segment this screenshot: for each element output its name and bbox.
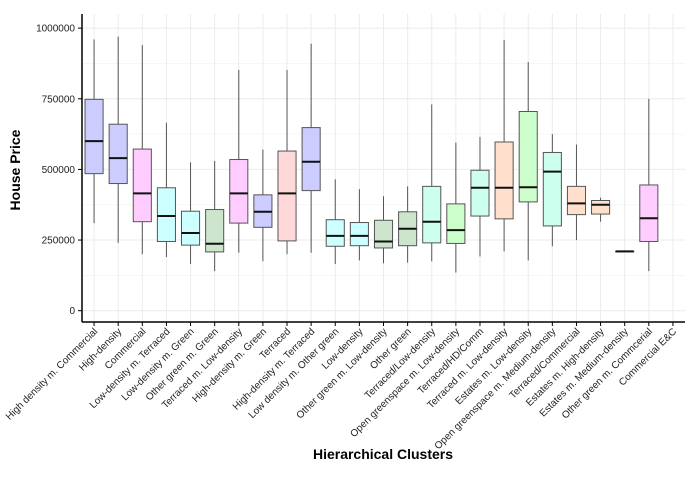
box-rect <box>542 151 562 227</box>
box-24 <box>639 98 659 272</box>
box-rect <box>470 169 490 217</box>
box-19 <box>518 62 538 261</box>
box-rect <box>494 141 514 220</box>
y-tick-label: 500000 <box>42 165 76 176</box>
box-2 <box>108 36 128 243</box>
y-axis-title: House Price <box>7 129 23 210</box>
box-rect <box>180 210 201 246</box>
box-22 <box>591 197 611 222</box>
box-rect <box>518 110 538 203</box>
box-rect <box>591 199 611 215</box>
box-16 <box>446 142 466 273</box>
box-rect <box>277 150 297 242</box>
box-15 <box>422 104 442 262</box>
boxes <box>84 36 659 273</box>
box-13 <box>373 196 394 264</box>
box-18 <box>494 39 514 252</box>
x-axis-title: Hierarchical Clusters <box>313 446 453 462</box>
box-rect <box>422 185 442 244</box>
box-rect <box>301 127 321 192</box>
y-tick-label: 1000000 <box>36 24 75 35</box>
box-11 <box>325 179 345 265</box>
box-4 <box>156 122 176 258</box>
box-rect <box>132 148 152 223</box>
box-9 <box>277 69 297 255</box>
x-tick-label: High density m. Commercial <box>4 326 100 422</box>
box-rect <box>325 219 345 247</box>
box-rect <box>446 203 466 244</box>
box-rect <box>84 98 104 175</box>
box-17 <box>470 136 490 257</box>
y-tick-label: 0 <box>69 306 75 317</box>
box-rect <box>205 209 225 253</box>
box-rect <box>373 219 394 249</box>
y-tick-label: 750000 <box>42 94 76 105</box>
box-rect <box>108 123 128 185</box>
box-rect <box>639 184 659 242</box>
box-rect <box>156 187 176 242</box>
box-8 <box>253 149 273 262</box>
x-ticks: High density m. CommercialHigh-densityCo… <box>4 322 679 452</box>
y-ticks: 0 250000 500000 750000 1000000 <box>36 24 82 317</box>
box-7 <box>229 69 249 253</box>
box-5 <box>180 162 201 265</box>
box-10 <box>301 43 321 253</box>
box-rect <box>229 159 249 224</box>
grid-lines <box>82 14 685 322</box>
box-21 <box>566 144 587 241</box>
box-20 <box>542 134 562 247</box>
box-rect <box>349 222 369 247</box>
box-14 <box>398 186 418 263</box>
y-tick-label: 250000 <box>42 236 76 247</box>
box-rect <box>566 185 587 216</box>
box-6 <box>205 160 225 272</box>
box-3 <box>132 45 152 255</box>
box-23 <box>615 250 635 253</box>
box-1 <box>84 39 104 224</box>
box-12 <box>349 189 369 261</box>
